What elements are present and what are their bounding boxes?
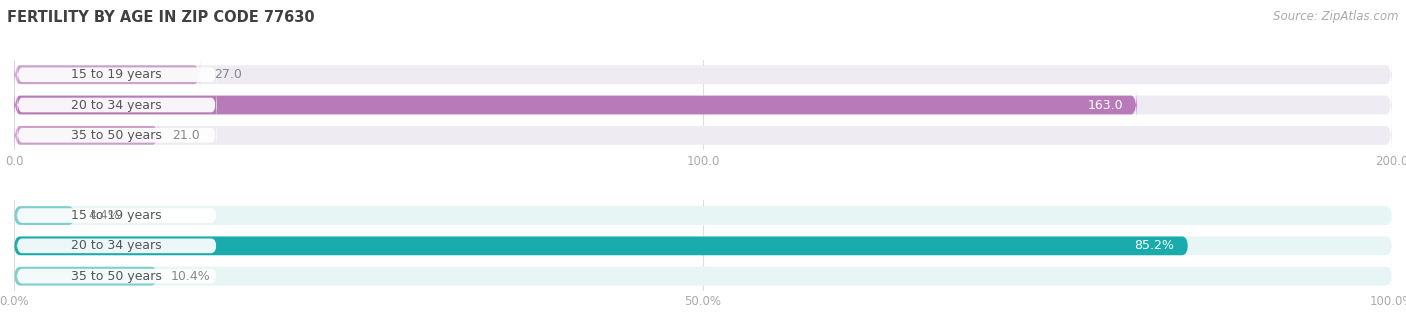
- FancyBboxPatch shape: [17, 119, 217, 151]
- FancyBboxPatch shape: [14, 89, 1392, 121]
- FancyBboxPatch shape: [17, 269, 217, 283]
- FancyBboxPatch shape: [14, 206, 75, 225]
- FancyBboxPatch shape: [14, 59, 1392, 91]
- FancyBboxPatch shape: [14, 119, 1392, 152]
- FancyBboxPatch shape: [14, 236, 1392, 255]
- FancyBboxPatch shape: [14, 89, 1137, 121]
- FancyBboxPatch shape: [17, 239, 217, 253]
- FancyBboxPatch shape: [17, 89, 217, 121]
- Text: 15 to 19 years: 15 to 19 years: [72, 209, 162, 222]
- FancyBboxPatch shape: [17, 59, 217, 90]
- Text: 21.0: 21.0: [173, 129, 200, 142]
- FancyBboxPatch shape: [14, 59, 200, 91]
- Text: 35 to 50 years: 35 to 50 years: [72, 270, 162, 283]
- Text: 35 to 50 years: 35 to 50 years: [72, 129, 162, 142]
- Text: 15 to 19 years: 15 to 19 years: [72, 68, 162, 81]
- Text: 163.0: 163.0: [1088, 99, 1123, 112]
- Text: 10.4%: 10.4%: [172, 270, 211, 283]
- Text: Source: ZipAtlas.com: Source: ZipAtlas.com: [1274, 10, 1399, 23]
- FancyBboxPatch shape: [14, 119, 159, 152]
- Text: 27.0: 27.0: [214, 68, 242, 81]
- FancyBboxPatch shape: [14, 267, 1392, 286]
- FancyBboxPatch shape: [14, 267, 157, 286]
- FancyBboxPatch shape: [14, 236, 1188, 255]
- Text: 4.4%: 4.4%: [89, 209, 121, 222]
- Text: 20 to 34 years: 20 to 34 years: [72, 239, 162, 252]
- Text: 85.2%: 85.2%: [1135, 239, 1174, 252]
- FancyBboxPatch shape: [17, 208, 217, 223]
- Text: 20 to 34 years: 20 to 34 years: [72, 99, 162, 112]
- FancyBboxPatch shape: [14, 206, 1392, 225]
- Text: FERTILITY BY AGE IN ZIP CODE 77630: FERTILITY BY AGE IN ZIP CODE 77630: [7, 10, 315, 25]
